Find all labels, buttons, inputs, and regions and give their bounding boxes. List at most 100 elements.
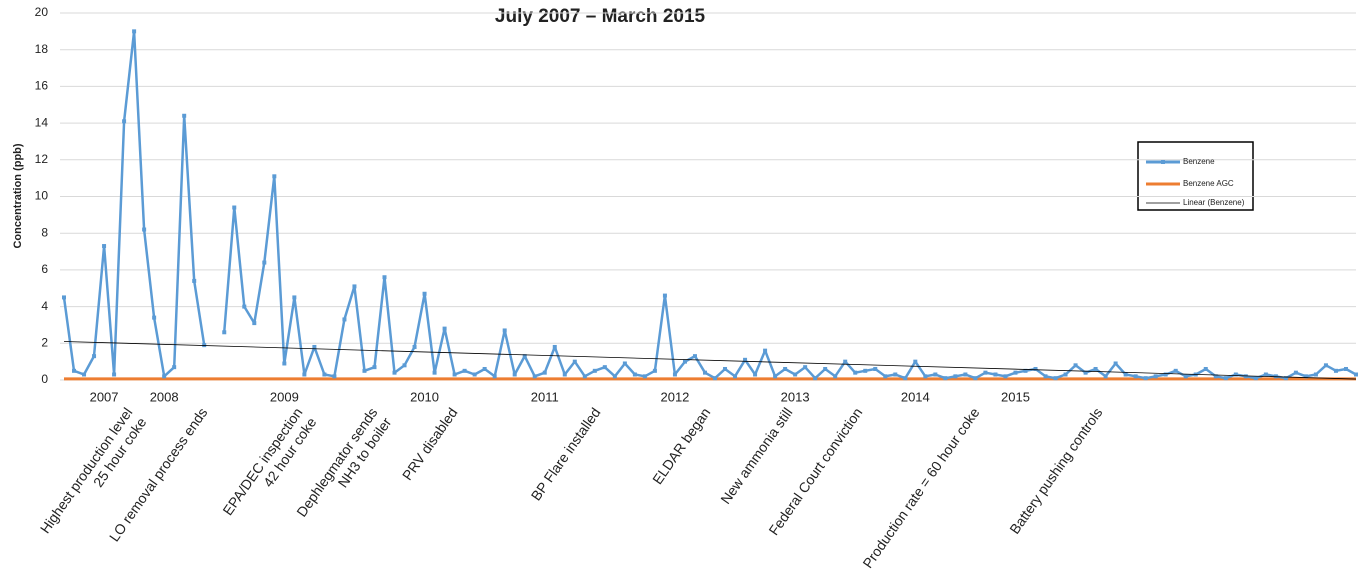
annotation: New ammonia still [717, 405, 795, 507]
trend-line [63, 341, 1357, 380]
data-point [943, 376, 948, 381]
data-point [1123, 372, 1128, 377]
data-point [512, 372, 517, 377]
data-point [192, 278, 197, 283]
data-point [152, 315, 157, 320]
annotation: BP Flare installed [528, 405, 604, 504]
data-point [302, 372, 307, 377]
data-point [382, 275, 387, 280]
data-point [142, 227, 147, 232]
data-point [1243, 374, 1248, 379]
data-point [232, 205, 237, 210]
data-point [602, 365, 607, 370]
y-tick-label: 10 [35, 189, 49, 203]
data-point [1173, 368, 1178, 373]
data-point [532, 374, 537, 379]
legend-label: Benzene AGC [1183, 179, 1234, 188]
data-point [272, 174, 277, 179]
data-point [652, 368, 657, 373]
data-point [1213, 374, 1218, 379]
data-point [983, 370, 988, 375]
data-point [903, 376, 908, 381]
data-point [1023, 368, 1028, 373]
annotation-text: BP Flare installed [528, 405, 604, 504]
data-point [863, 368, 868, 373]
data-point [412, 344, 417, 349]
data-point [672, 372, 677, 377]
data-point [242, 304, 247, 309]
data-point [72, 368, 77, 373]
data-point [1103, 374, 1108, 379]
data-point [702, 370, 707, 375]
data-point [1333, 368, 1338, 373]
data-point [1303, 374, 1308, 379]
data-point [492, 374, 497, 379]
data-point [1133, 374, 1138, 379]
data-point [112, 372, 117, 377]
data-point [102, 244, 107, 249]
data-point [1053, 376, 1058, 381]
x-tick-label: 2008 [150, 389, 179, 404]
x-tick-label: 2015 [1001, 389, 1030, 404]
data-point [1073, 363, 1078, 368]
y-tick-label: 2 [41, 335, 48, 349]
annotation-text: PRV disabled [399, 405, 461, 483]
data-point [432, 370, 437, 375]
data-point [713, 376, 718, 381]
data-point [1063, 372, 1068, 377]
data-point [522, 354, 527, 359]
data-point [132, 29, 137, 34]
data-point [1033, 366, 1038, 371]
x-tick-label: 2014 [901, 389, 930, 404]
data-point [743, 357, 748, 362]
data-point [1013, 370, 1018, 375]
data-point [843, 359, 848, 364]
data-point [352, 284, 357, 289]
y-tick-label: 6 [41, 262, 48, 276]
data-point [1163, 372, 1168, 377]
data-point [1083, 370, 1088, 375]
data-point [1043, 374, 1048, 379]
data-point [332, 374, 337, 379]
y-tick-label: 14 [35, 115, 49, 129]
y-tick-label: 4 [41, 299, 48, 313]
legend-marker [1161, 160, 1165, 164]
data-point [723, 366, 728, 371]
y-tick-label: 16 [35, 79, 49, 93]
data-point [472, 372, 477, 377]
data-point [162, 374, 167, 379]
data-point [662, 293, 667, 298]
data-point [1323, 363, 1328, 368]
annotation-text: ELDAR began [649, 405, 713, 488]
legend-box [1137, 141, 1254, 211]
data-point [793, 372, 798, 377]
annotation: ELDAR began [649, 405, 713, 488]
data-point [1253, 376, 1258, 381]
annotation-text: New ammonia still [717, 405, 795, 507]
chart-title: July 2007 – March 2015 [495, 6, 706, 27]
data-point [682, 359, 687, 364]
data-point [632, 372, 637, 377]
data-point [1153, 374, 1158, 379]
x-tick-label: 2007 [90, 389, 119, 404]
annotation: PRV disabled [399, 405, 461, 483]
data-point [222, 330, 227, 335]
data-point [833, 374, 838, 379]
data-point [773, 374, 778, 379]
legend-label: Benzene [1183, 157, 1215, 166]
data-point [542, 370, 547, 375]
data-point [462, 368, 467, 373]
y-tick-label: 0 [41, 372, 48, 386]
data-point [402, 363, 407, 368]
data-point [1203, 366, 1208, 371]
data-point [1233, 372, 1238, 377]
data-point [923, 374, 928, 379]
data-point [913, 359, 918, 364]
data-point [1263, 372, 1268, 377]
data-point [733, 374, 738, 379]
data-point [1283, 376, 1288, 381]
data-point [783, 366, 788, 371]
data-point [1343, 366, 1348, 371]
data-point [622, 361, 627, 366]
